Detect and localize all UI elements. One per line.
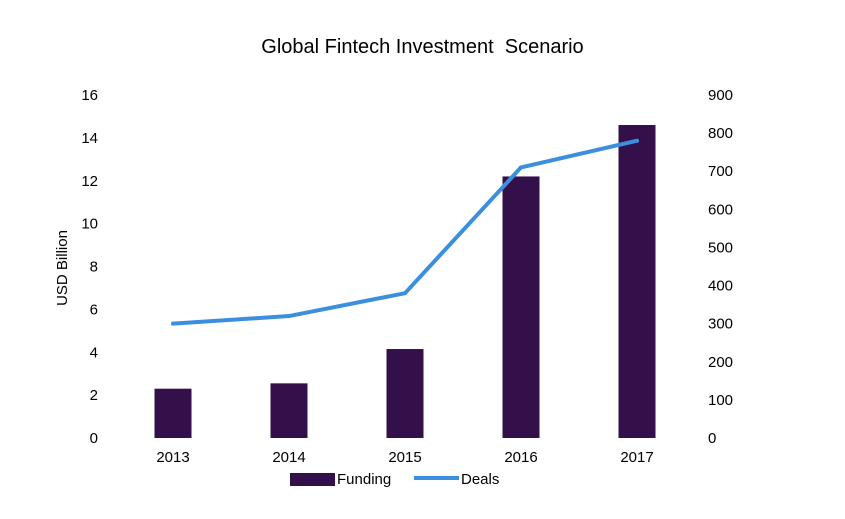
point-deals-2015 [403,291,407,296]
x-tick-label: 2017 [620,449,653,466]
bar-funding-2015 [386,349,424,438]
point-deals-2016 [519,165,523,170]
point-deals-2014 [287,314,291,319]
legend-label-funding: Funding [337,471,391,488]
legend-swatch-funding [290,473,335,486]
y-tick-label-left: 2 [90,387,98,404]
x-tick-label: 2016 [504,449,537,466]
point-deals-2017 [635,138,639,143]
y2-tick-label-right: 500 [708,239,733,256]
x-tick-label: 2014 [272,449,305,466]
y-tick-label-left: 8 [90,259,98,276]
y2-tick-label-right: 200 [708,354,733,371]
y2-tick-label-right: 600 [708,201,733,218]
y-tick-label-left: 14 [81,130,98,147]
y2-tick-label-right: 800 [708,125,733,142]
chart-title: Global Fintech Investment Scenario [261,36,584,58]
y-tick-label-left: 10 [81,216,98,233]
point-deals-2013 [171,321,175,326]
bar-funding-2013 [154,388,192,438]
y2-tick-label-right: 900 [708,87,733,104]
y2-tick-label-right: 700 [708,163,733,180]
y2-tick-label-right: 100 [708,392,733,409]
x-tick-label: 2015 [388,449,421,466]
y2-tick-label-right: 400 [708,278,733,295]
y-axis-label: USD Billion [54,230,71,306]
y2-tick-label-right: 0 [708,430,716,447]
bar-funding-2014 [270,383,308,438]
bar-funding-2016 [502,176,540,438]
line-deals [171,138,639,326]
y-tick-label-left: 4 [90,344,98,361]
y-tick-label-left: 16 [81,87,98,104]
y2-tick-label-right: 300 [708,316,733,333]
bar-funding-2017 [618,125,656,438]
legend: Funding Deals [290,471,499,488]
y-tick-label-left: 6 [90,301,98,318]
y-tick-label-left: 0 [90,430,98,447]
x-tick-label: 2013 [156,449,189,466]
y-tick-label-left: 12 [81,173,98,190]
legend-label-deals: Deals [461,471,499,488]
